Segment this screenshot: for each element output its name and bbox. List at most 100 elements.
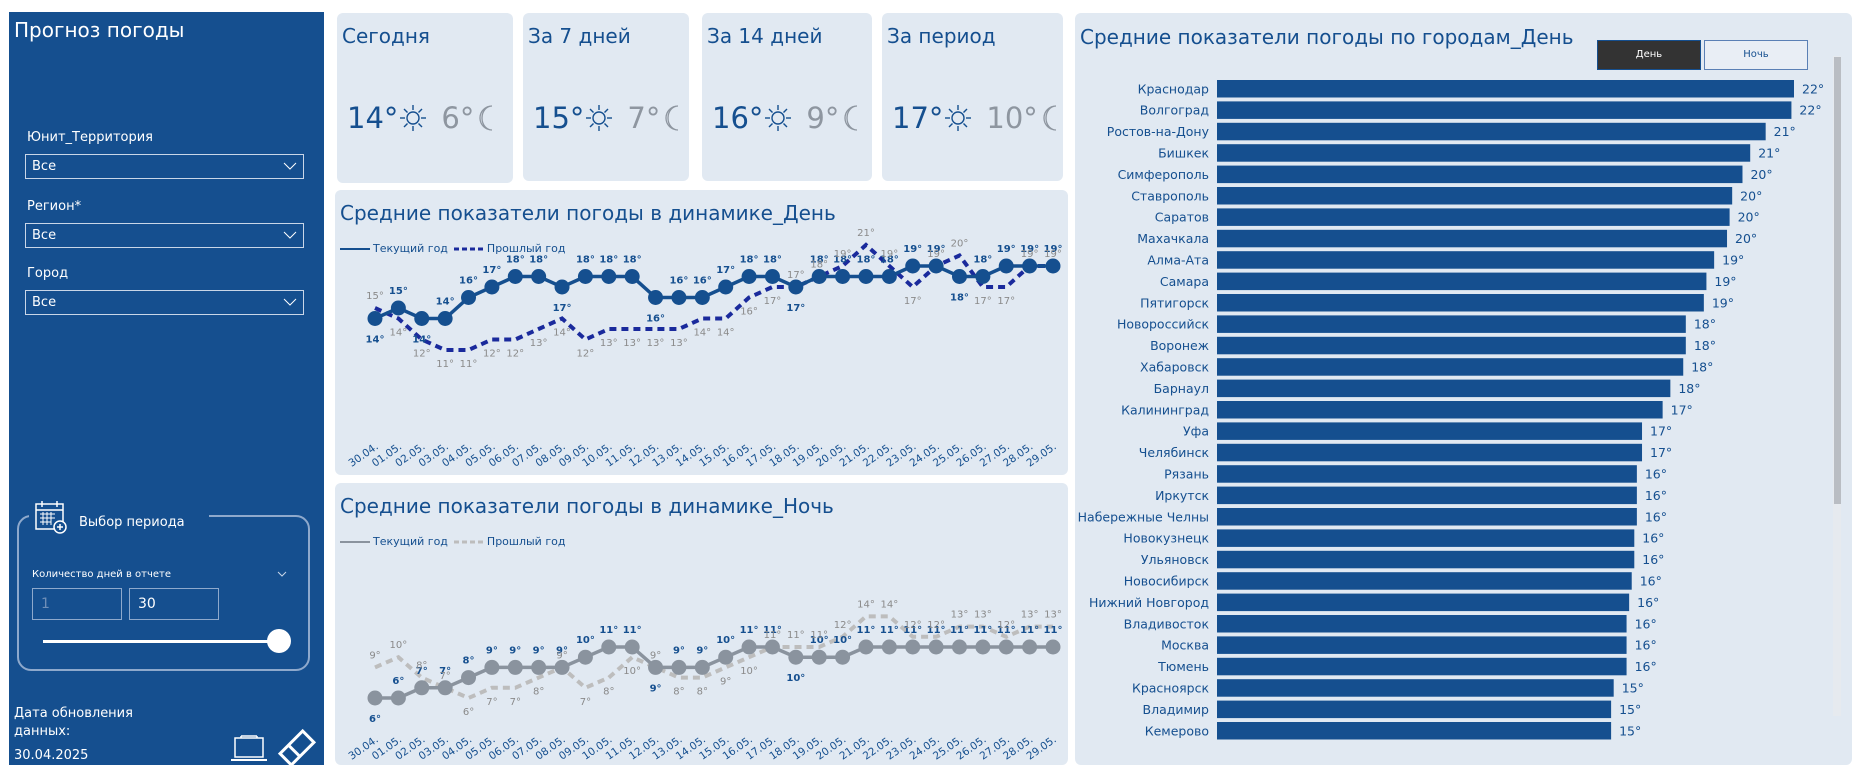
current-year-point[interactable] [928, 639, 944, 655]
city-bar[interactable] [1217, 165, 1743, 184]
current-year-point[interactable] [718, 649, 734, 665]
current-year-point[interactable] [905, 639, 921, 655]
current-year-point[interactable] [367, 690, 383, 706]
filter-city-dropdown[interactable]: Все [25, 290, 304, 315]
current-year-point[interactable] [390, 690, 406, 706]
city-bar[interactable] [1217, 679, 1614, 697]
city-bar[interactable] [1217, 336, 1686, 355]
current-year-point[interactable] [461, 290, 477, 305]
current-year-point[interactable] [718, 279, 734, 295]
laptop-icon[interactable] [231, 734, 267, 764]
city-bar[interactable] [1217, 550, 1635, 569]
current-year-point[interactable] [577, 649, 593, 665]
city-bar[interactable] [1217, 101, 1792, 119]
city-bar[interactable] [1217, 486, 1637, 505]
city-bar[interactable] [1217, 315, 1686, 333]
current-year-point[interactable] [881, 269, 897, 284]
city-bar[interactable] [1217, 636, 1627, 654]
current-year-point[interactable] [437, 311, 453, 326]
current-year-point[interactable] [905, 258, 921, 274]
current-year-point[interactable] [554, 659, 570, 675]
city-scrollbar-thumb[interactable] [1834, 57, 1841, 504]
current-year-point[interactable] [671, 659, 687, 675]
current-year-point[interactable] [414, 311, 430, 326]
current-year-point[interactable] [507, 659, 523, 675]
city-bar[interactable] [1217, 422, 1643, 440]
city-bar[interactable] [1217, 443, 1643, 462]
current-year-point[interactable] [1045, 639, 1061, 655]
current-year-point[interactable] [648, 290, 664, 305]
city-bar[interactable] [1217, 294, 1704, 312]
current-year-point[interactable] [531, 269, 547, 284]
current-year-point[interactable] [484, 279, 500, 295]
current-year-point[interactable] [975, 639, 991, 655]
chevron-down-icon[interactable] [277, 570, 287, 578]
current-year-point[interactable] [648, 659, 664, 675]
city-bar[interactable] [1217, 122, 1766, 141]
current-year-point[interactable] [788, 649, 804, 665]
current-year-point[interactable] [788, 279, 804, 295]
current-year-point[interactable] [414, 680, 430, 696]
current-year-point[interactable] [764, 269, 780, 284]
current-year-point[interactable] [694, 659, 710, 675]
current-year-point[interactable] [741, 269, 757, 284]
city-bar[interactable] [1217, 572, 1632, 590]
city-bar[interactable] [1217, 80, 1794, 98]
current-year-point[interactable] [858, 269, 874, 284]
current-year-point[interactable] [928, 258, 944, 274]
city-bar[interactable] [1217, 508, 1637, 526]
filter-region-dropdown[interactable]: Все [25, 223, 304, 248]
current-year-point[interactable] [951, 269, 967, 284]
city-bar[interactable] [1217, 251, 1715, 269]
current-year-point[interactable] [835, 269, 851, 284]
days-slider-track[interactable] [43, 640, 279, 643]
current-year-point[interactable] [998, 639, 1014, 655]
current-year-point[interactable] [671, 290, 687, 305]
current-year-point[interactable] [554, 279, 570, 295]
city-bar[interactable] [1217, 187, 1733, 205]
current-year-point[interactable] [390, 300, 406, 316]
current-year-point[interactable] [601, 639, 617, 655]
current-year-point[interactable] [437, 680, 453, 696]
current-year-point[interactable] [1022, 258, 1038, 274]
city-bar[interactable] [1217, 379, 1671, 398]
days-slider-handle[interactable] [267, 629, 291, 653]
current-year-point[interactable] [694, 290, 710, 305]
current-year-point[interactable] [1022, 639, 1038, 655]
current-year-point[interactable] [998, 258, 1014, 274]
current-year-point[interactable] [484, 659, 500, 675]
current-year-point[interactable] [975, 269, 991, 284]
current-year-point[interactable] [367, 311, 383, 326]
current-year-point[interactable] [601, 269, 617, 284]
city-bar[interactable] [1217, 615, 1627, 633]
filter-unit-dropdown[interactable]: Все [25, 154, 304, 179]
city-bar[interactable] [1217, 529, 1635, 547]
current-year-point[interactable] [835, 649, 851, 665]
current-year-point[interactable] [624, 269, 640, 284]
city-bar[interactable] [1217, 208, 1730, 226]
current-year-point[interactable] [764, 639, 780, 655]
days-max-input[interactable]: 30 [129, 588, 219, 620]
toggle-day-button[interactable]: День [1597, 40, 1701, 70]
city-bar[interactable] [1217, 700, 1612, 719]
current-year-point[interactable] [881, 639, 897, 655]
current-year-point[interactable] [624, 639, 640, 655]
city-bar[interactable] [1217, 144, 1751, 162]
city-bar[interactable] [1217, 358, 1684, 376]
city-bar[interactable] [1217, 465, 1637, 483]
current-year-point[interactable] [858, 639, 874, 655]
eraser-icon[interactable] [277, 728, 317, 768]
current-year-point[interactable] [531, 659, 547, 675]
city-bar[interactable] [1217, 722, 1612, 740]
current-year-point[interactable] [461, 670, 477, 686]
city-bar[interactable] [1217, 229, 1728, 248]
current-year-point[interactable] [577, 269, 593, 284]
current-year-point[interactable] [507, 269, 523, 284]
city-bar[interactable] [1217, 272, 1707, 291]
city-bar[interactable] [1217, 657, 1627, 676]
toggle-night-button[interactable]: Ночь [1704, 40, 1808, 70]
current-year-point[interactable] [1045, 258, 1061, 274]
days-min-input[interactable]: 1 [32, 588, 122, 620]
city-bar[interactable] [1217, 401, 1663, 419]
current-year-point[interactable] [951, 639, 967, 655]
